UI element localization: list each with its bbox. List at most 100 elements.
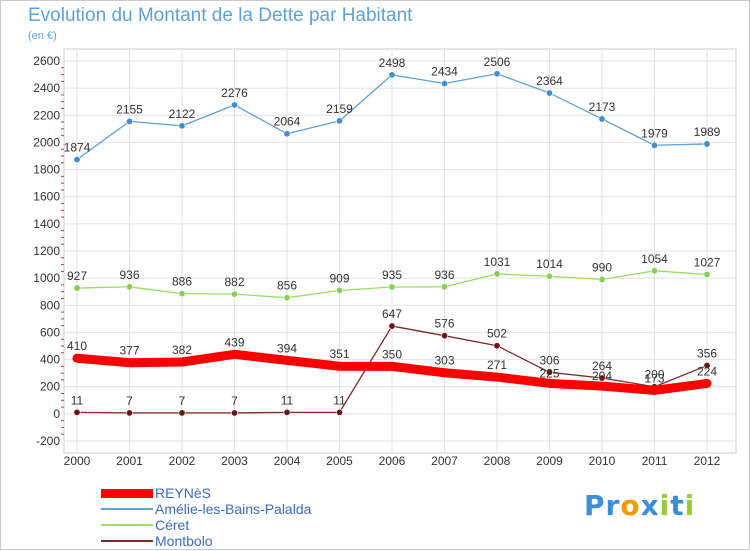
logo-letter: r [605, 489, 621, 522]
data-label: 2498 [379, 56, 406, 70]
x-tick-label: 2002 [169, 454, 196, 468]
y-tick-label: 1800 [33, 163, 60, 177]
data-point [126, 409, 134, 417]
data-point [440, 80, 448, 88]
data-label: 2434 [431, 65, 458, 79]
data-label: 11 [71, 393, 84, 407]
data-point [283, 408, 291, 416]
legend-swatch [101, 489, 153, 498]
x-tick-label: 2007 [431, 454, 458, 468]
x-tick-label: 2012 [694, 454, 721, 468]
data-point [598, 275, 606, 283]
legend-label: Céret [155, 517, 190, 533]
data-label: 11 [333, 393, 346, 407]
data-point [650, 267, 658, 275]
y-tick-label: 600 [40, 325, 60, 339]
legend-label: Montbolo [155, 533, 213, 549]
data-point [178, 122, 186, 130]
data-label: 990 [592, 261, 612, 275]
data-label: 882 [224, 275, 244, 289]
data-label: 2173 [589, 100, 616, 114]
data-point [493, 342, 501, 350]
logo-letter: P [584, 489, 606, 522]
y-tick-label: 1400 [33, 217, 60, 231]
data-label: 7 [126, 394, 133, 408]
legend-item: REYNèS [101, 485, 401, 501]
logo-letter: i [659, 489, 671, 522]
x-tick-label: 2010 [589, 454, 616, 468]
legend: REYNèS Amélie-les-Bains-Palalda Céret Montb… [101, 485, 401, 549]
y-tick-label: 1000 [33, 271, 60, 285]
data-label: 1027 [694, 255, 721, 269]
chart-subtitle: (en €) [28, 30, 57, 42]
x-tick-label: 2000 [64, 454, 91, 468]
y-tick-label: 2600 [33, 54, 60, 68]
data-label: 2506 [484, 55, 511, 69]
data-label: 356 [697, 347, 717, 361]
proxiti-logo: Proxiti [584, 489, 695, 522]
legend-swatch [101, 524, 153, 526]
legend-item: Céret [101, 517, 401, 533]
data-label: 264 [592, 359, 612, 373]
data-label: 2159 [326, 102, 353, 116]
data-label: 394 [277, 341, 297, 355]
data-point [178, 290, 186, 298]
x-tick-label: 2004 [274, 454, 301, 468]
data-label: 271 [487, 358, 507, 372]
y-tick-label: 400 [40, 353, 60, 367]
data-label: 7 [231, 394, 238, 408]
y-tick-label: 2000 [33, 135, 60, 149]
data-point [650, 141, 658, 149]
logo-letter: i [684, 489, 696, 522]
data-point [493, 270, 501, 278]
data-label: 1989 [694, 125, 721, 139]
data-label: 2155 [116, 102, 143, 116]
x-tick-label: 2008 [484, 454, 511, 468]
logo-letter: x [640, 489, 660, 522]
legend-swatch [101, 508, 153, 510]
data-point [545, 368, 553, 376]
legend-item: Amélie-les-Bains-Palalda [101, 501, 401, 517]
data-point [126, 283, 134, 291]
data-point [440, 332, 448, 340]
data-label: 200 [644, 368, 664, 382]
data-label: 935 [382, 268, 402, 282]
data-label: 410 [67, 339, 87, 353]
data-label: 936 [434, 268, 454, 282]
data-label: 306 [539, 353, 559, 367]
data-point [388, 283, 396, 291]
y-tick-label: -200 [36, 434, 60, 448]
data-label: 303 [434, 354, 454, 368]
data-point [73, 284, 81, 292]
data-label: 204 [592, 369, 612, 383]
x-tick-label: 2005 [326, 454, 353, 468]
chart-title: Evolution du Montant de la Dette par Hab… [28, 5, 413, 26]
data-point [598, 374, 606, 382]
data-point [231, 290, 239, 298]
data-label: 2364 [536, 74, 563, 88]
legend-item: Montbolo [101, 533, 401, 549]
y-tick-label: 1200 [33, 244, 60, 258]
data-label: 224 [697, 364, 717, 378]
series-line [72, 349, 712, 395]
data-label: 1979 [641, 126, 668, 140]
data-label: 377 [119, 344, 139, 358]
data-point [388, 322, 396, 330]
data-label: 1014 [536, 257, 563, 271]
data-label: 173 [644, 371, 664, 385]
data-label: 1054 [641, 252, 668, 266]
data-point [231, 101, 239, 109]
data-label: 856 [277, 279, 297, 293]
data-label: 225 [539, 366, 559, 380]
data-label: 502 [487, 327, 507, 341]
y-tick-label: 1600 [33, 190, 60, 204]
x-tick-label: 2011 [642, 454, 668, 468]
y-tick-label: 800 [40, 298, 60, 312]
data-label: 1874 [64, 141, 91, 155]
data-point [440, 283, 448, 291]
data-label: 927 [67, 269, 87, 283]
data-label: 11 [281, 393, 294, 407]
data-point [703, 362, 711, 370]
